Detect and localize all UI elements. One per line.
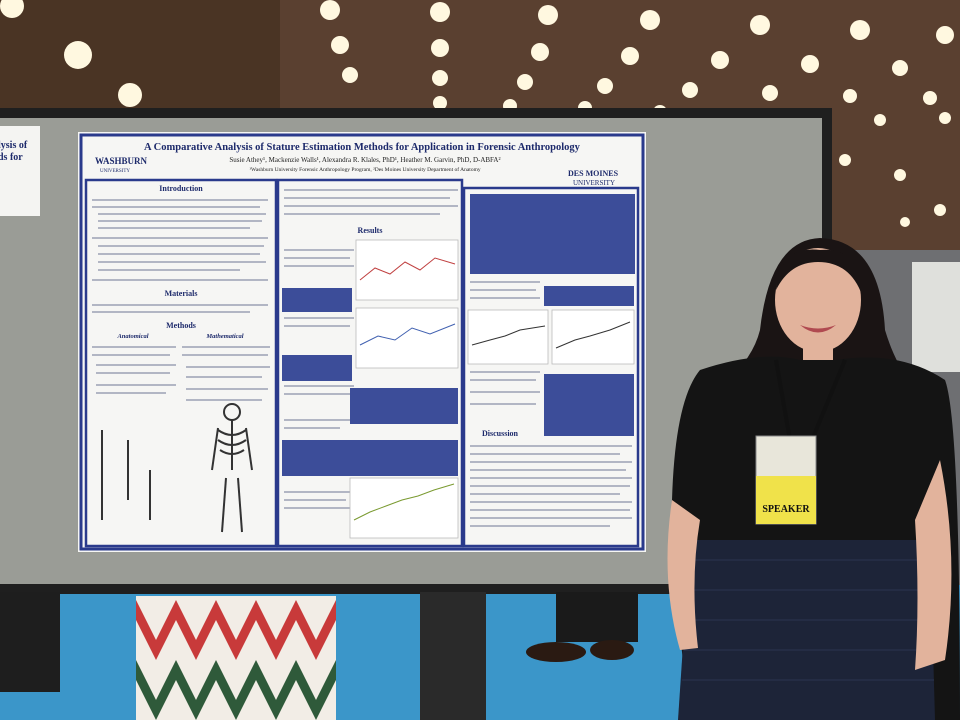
person <box>667 238 960 720</box>
poster-authors: Susie Athey¹, Mackenzie Walls¹, Alexandr… <box>229 156 500 164</box>
badge-ribbon: SPEAKER <box>762 504 810 515</box>
plot-lines <box>353 257 631 521</box>
poster-tables <box>282 194 635 476</box>
logo-right: DES MOINES <box>568 169 619 178</box>
section-heading: Results <box>358 226 383 235</box>
section-heading: Methods <box>166 321 196 330</box>
neighbor-text: ds for <box>0 152 23 163</box>
poster-border <box>79 133 645 551</box>
neighbor-text: lysis of <box>0 140 28 151</box>
section-heading: Materials <box>165 289 198 298</box>
poster-title: A Comparative Analysis of Stature Estima… <box>144 142 581 153</box>
poster-affiliations: ¹Washburn University Forensic Anthropolo… <box>249 166 480 173</box>
skeleton-illustration <box>101 403 253 533</box>
section-subheading: Anatomical <box>116 333 148 340</box>
section-heading: Introduction <box>159 184 203 193</box>
visitors <box>0 592 638 720</box>
section-heading: Discussion <box>482 429 519 438</box>
section-subheading: Mathematical <box>205 333 243 340</box>
logo-left: WASHBURN <box>95 156 148 166</box>
logo-left-sub: UNIVERSITY <box>100 169 130 174</box>
neighbor-poster <box>0 126 40 216</box>
background-sign <box>912 262 960 372</box>
logo-right-sub: UNIVERSITY <box>573 179 615 187</box>
columns <box>84 178 640 548</box>
body-text <box>92 189 632 527</box>
